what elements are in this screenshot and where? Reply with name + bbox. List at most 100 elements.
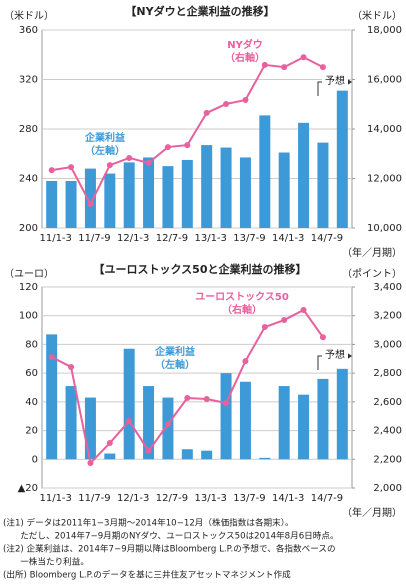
bar — [201, 145, 213, 228]
chart-title: 【NYダウと企業利益の推移】 — [125, 4, 274, 18]
line-point — [300, 54, 307, 61]
y2-tick-label: 16,000 — [367, 75, 402, 86]
bar — [278, 152, 290, 228]
bar — [259, 457, 271, 460]
y2-tick-label: 2,400 — [373, 426, 402, 437]
bar — [239, 381, 251, 460]
series-label: 企業利益 — [154, 345, 195, 358]
y-axis-label: （ユーロ） — [4, 268, 54, 280]
y-tick-label: 40 — [25, 397, 38, 408]
y2-tick-label: 3,400 — [373, 282, 402, 293]
x-tick-label: 14/1-3 — [272, 493, 304, 504]
y-tick-label: 120 — [19, 282, 38, 293]
bar — [162, 397, 174, 460]
y-tick-label: 100 — [19, 311, 38, 322]
bar — [181, 449, 193, 460]
y-tick-label: 360 — [19, 25, 38, 36]
line-point — [203, 109, 210, 116]
bar — [220, 373, 232, 460]
series-label: ユーロストックス50 — [195, 291, 289, 303]
bar — [104, 173, 116, 228]
x-tick-label: 12/7-9 — [156, 493, 188, 504]
line-point — [261, 61, 268, 68]
x-tick-label: 13/7-9 — [233, 493, 265, 504]
x-tick-label: 14/7-9 — [311, 233, 343, 244]
x-tick-label: 13/1-3 — [194, 493, 226, 504]
forecast-label: 予想 — [325, 348, 345, 361]
y2-axis-label: （米ドル） — [352, 9, 402, 22]
bar — [317, 142, 329, 228]
bar — [298, 122, 310, 228]
line-point — [68, 363, 75, 370]
y-tick-label: 200 — [19, 223, 38, 234]
x-tick-label: 12/1-3 — [117, 493, 149, 504]
line-point — [145, 447, 152, 454]
x-tick-label: 14/1-3 — [272, 233, 304, 244]
y-axis-label: （米ドル） — [4, 9, 54, 22]
series-label: 企業利益 — [84, 131, 125, 144]
y-tick-label: 240 — [19, 174, 38, 185]
bar — [259, 115, 271, 228]
line-point — [164, 144, 171, 151]
bar — [65, 180, 77, 228]
bar — [181, 159, 193, 228]
x-tick-label: 14/7-9 — [311, 493, 343, 504]
line-point — [87, 460, 94, 467]
line-point — [48, 354, 55, 361]
x-tick-label: 11/7-9 — [78, 233, 110, 244]
y-tick-label: 60 — [25, 368, 38, 379]
line-point — [281, 64, 288, 71]
note: (注1) データは2011年1−3月期〜2014年10−12月（株価指数は各期末… — [3, 517, 294, 529]
y2-tick-label: 2,200 — [373, 454, 402, 465]
bar — [46, 334, 58, 460]
y2-axis-label: （ポイント） — [342, 268, 402, 280]
forecast-label: 予想 — [325, 74, 345, 87]
x-axis-label: （年／月期） — [342, 506, 402, 519]
line-point — [184, 142, 191, 149]
bar — [84, 168, 96, 228]
line-point — [319, 64, 326, 71]
y-tick-label: 80 — [25, 339, 38, 350]
line-point — [126, 417, 133, 424]
bar — [336, 90, 348, 228]
y-tick-label: ▲20 — [18, 483, 38, 494]
line-point — [223, 101, 230, 108]
line-point — [300, 306, 307, 313]
line-point — [242, 358, 249, 365]
y2-tick-label: 18,000 — [367, 25, 402, 36]
line-point — [203, 395, 210, 402]
note: (出所) Bloomberg L.P.のデータを基に三井住友アセットマネジメント… — [3, 569, 291, 581]
y2-tick-label: 10,000 — [367, 223, 402, 234]
x-tick-label: 13/1-3 — [194, 233, 226, 244]
note: 一株当たり利益。 — [3, 556, 89, 568]
y2-tick-label: 2,800 — [373, 368, 402, 379]
bar — [84, 397, 96, 460]
x-tick-label: 12/7-9 — [156, 233, 188, 244]
line-point — [126, 154, 133, 161]
bar — [162, 166, 174, 228]
bar — [123, 348, 135, 460]
line-point — [87, 200, 94, 207]
y2-tick-label: 12,000 — [367, 174, 402, 185]
bar — [46, 180, 58, 228]
line-point — [145, 159, 152, 166]
note: ただし、2014年7−9月期のNYダウ、ユーロストックス50は2014年8月6日… — [3, 530, 339, 542]
bar — [143, 386, 155, 460]
bar — [298, 394, 310, 460]
x-tick-label: 13/7-9 — [233, 233, 265, 244]
line-point — [68, 164, 75, 171]
bar — [317, 378, 329, 460]
line-point — [242, 97, 249, 104]
x-tick-label: 11/7-9 — [78, 493, 110, 504]
bar — [201, 450, 213, 460]
line-point — [319, 334, 326, 341]
series-axis-note: （右軸） — [225, 51, 265, 64]
series-label: NYダウ — [227, 38, 263, 51]
bar — [278, 386, 290, 460]
bar — [104, 453, 116, 460]
line-point — [223, 400, 230, 407]
y2-tick-label: 3,200 — [373, 311, 402, 322]
bar — [239, 157, 251, 228]
y2-tick-label: 3,000 — [373, 339, 402, 350]
y2-tick-label: 14,000 — [367, 124, 402, 135]
